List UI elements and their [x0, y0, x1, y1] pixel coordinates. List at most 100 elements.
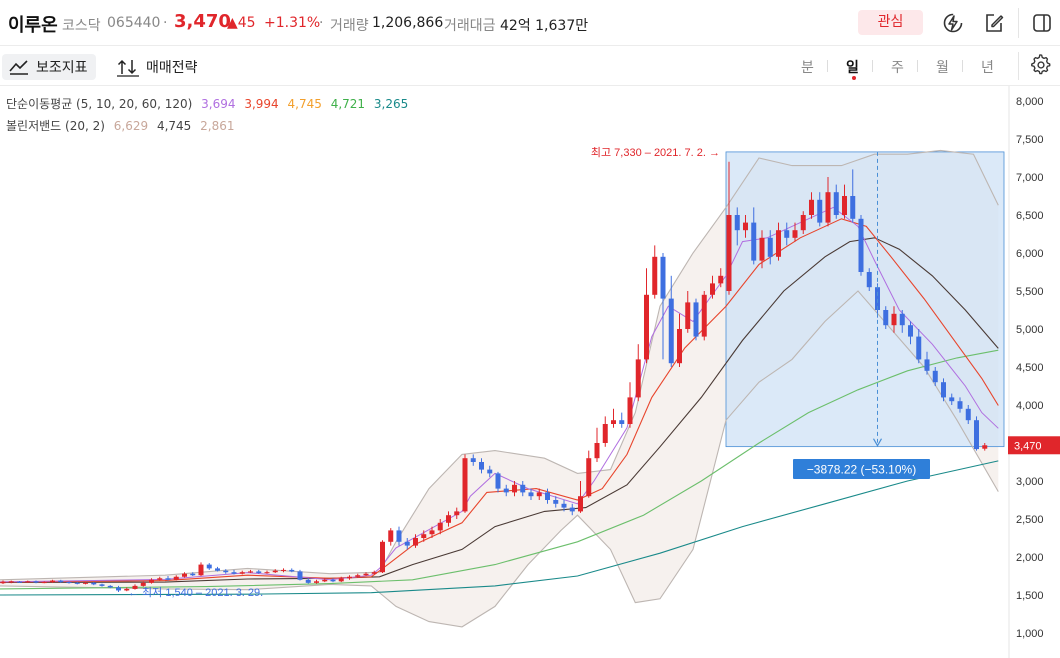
period-minute[interactable]: 분 — [801, 60, 814, 76]
y-tick-label: 6,500 — [1016, 210, 1044, 222]
candle-body — [652, 256, 658, 295]
indicator-chart-icon — [9, 60, 28, 75]
side-panel-icon[interactable] — [1030, 11, 1054, 35]
period-month[interactable]: 월 — [936, 60, 949, 76]
candle-body — [520, 484, 526, 493]
candle-body — [883, 310, 889, 326]
stock-code: 065440 — [107, 15, 161, 31]
candle-body — [206, 564, 212, 569]
price-change-pct: +1.31% — [264, 15, 321, 31]
candle-body — [586, 458, 592, 497]
candle-body — [41, 582, 47, 584]
watch-button[interactable]: 관심 — [858, 10, 923, 35]
amount-label: 거래대금 — [444, 18, 496, 34]
bb-legend[interactable]: 볼린저밴드 (20, 2) 6,629 4,745 2,861 — [6, 117, 234, 134]
y-tick-label: 6,000 — [1016, 248, 1044, 260]
separator-dot: · — [319, 15, 324, 31]
candle-body — [347, 576, 352, 579]
bb-middle-value: 4,745 — [156, 119, 192, 133]
candle-body — [371, 572, 377, 574]
candle-body — [718, 275, 724, 284]
candle-body — [569, 507, 575, 512]
range-change-badge — [793, 459, 930, 479]
candle-body — [611, 420, 616, 424]
candle-body — [338, 578, 344, 582]
period-day[interactable]: 일 — [846, 60, 859, 76]
candle-body — [413, 538, 418, 546]
candle-body — [272, 570, 278, 573]
settings-gear-icon[interactable] — [1030, 54, 1054, 78]
candle-body — [446, 515, 451, 523]
last-price-label: 3,470 — [1014, 440, 1042, 452]
candle-body — [33, 581, 39, 583]
candle-body — [850, 196, 856, 219]
candle-body — [495, 473, 501, 489]
current-price: 3,470 — [174, 11, 231, 32]
edit-icon[interactable] — [982, 11, 1006, 35]
candle-body — [825, 192, 831, 223]
candle-body — [140, 582, 146, 586]
candle-body — [256, 571, 262, 573]
y-tick-label: 2,000 — [1016, 552, 1044, 564]
candle-body — [974, 420, 979, 450]
ma5-value: 3,694 — [201, 97, 236, 111]
period-week[interactable]: 주 — [891, 60, 904, 76]
candle-body — [157, 578, 163, 580]
low-annotation: ← 최저 1,540 – 2021. 3. 29. — [128, 586, 263, 599]
candle-body — [479, 462, 484, 470]
candle-body — [182, 573, 187, 577]
candle-body — [454, 511, 460, 516]
y-tick-label: 5,000 — [1016, 324, 1044, 336]
candle-body — [74, 582, 80, 584]
candle-body — [619, 420, 625, 424]
lightning-icon[interactable] — [941, 11, 965, 35]
y-tick-label: 8,000 — [1016, 96, 1044, 108]
candle-body — [99, 584, 105, 586]
candle-body — [792, 230, 798, 238]
bb-lower-value: 2,861 — [200, 119, 235, 133]
candle-body — [693, 302, 699, 337]
candle-body — [635, 359, 641, 398]
strategy-button[interactable]: 매매전략 — [116, 54, 198, 80]
candle-body — [734, 215, 740, 231]
candle-body — [776, 230, 781, 257]
bb-lower-line — [0, 290, 999, 628]
ma-legend-label: 단순이동평균 (5, 10, 20, 60, 120) — [6, 97, 193, 111]
candle-body — [198, 564, 204, 576]
stock-header: 이루온 코스닥 065440 · 3,470 ▲45 +1.31% · 거래량 … — [0, 0, 1060, 46]
ma10-line — [0, 218, 999, 583]
header-divider — [1018, 8, 1019, 38]
candle-body — [858, 218, 864, 272]
stock-name[interactable]: 이루온 — [8, 15, 58, 36]
candle-body — [594, 443, 600, 459]
candle-body — [165, 578, 171, 580]
candle-body — [759, 237, 765, 261]
candle-body — [17, 581, 22, 583]
ma-legend[interactable]: 단순이동평균 (5, 10, 20, 60, 120) 3,694 3,994 … — [6, 95, 408, 112]
period-separator — [872, 60, 873, 72]
candle-body — [223, 570, 229, 573]
period-separator — [827, 60, 828, 72]
candle-body — [388, 530, 394, 542]
candle-body — [289, 569, 295, 572]
indicator-button[interactable]: 보조지표 — [2, 54, 96, 80]
y-tick-label: 4,500 — [1016, 362, 1044, 374]
candle-body — [380, 541, 385, 573]
period-separator — [962, 60, 963, 72]
period-year[interactable]: 년 — [981, 60, 994, 76]
candle-body — [0, 581, 6, 584]
y-tick-label: 5,500 — [1016, 286, 1044, 298]
candle-body — [404, 541, 410, 546]
candle-body — [941, 382, 946, 398]
candle-body — [545, 492, 550, 500]
y-tick-label: 2,500 — [1016, 514, 1044, 526]
candle-body — [66, 582, 72, 584]
candle-body — [924, 359, 930, 371]
candle-body — [660, 256, 666, 299]
candle-body — [842, 196, 847, 215]
candle-body — [355, 575, 361, 577]
candle-body — [215, 568, 220, 571]
price-chart[interactable]: 최고 7,330 – 2021. 7. 2. → ← 최저 1,540 – 202… — [0, 86, 1060, 658]
candle-body — [58, 580, 64, 583]
candle-body — [470, 458, 476, 462]
